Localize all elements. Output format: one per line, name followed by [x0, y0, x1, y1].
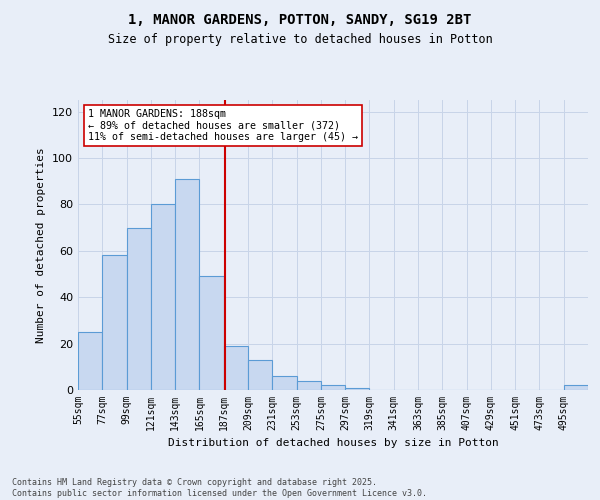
- Text: 1, MANOR GARDENS, POTTON, SANDY, SG19 2BT: 1, MANOR GARDENS, POTTON, SANDY, SG19 2B…: [128, 12, 472, 26]
- Text: 1 MANOR GARDENS: 188sqm
← 89% of detached houses are smaller (372)
11% of semi-d: 1 MANOR GARDENS: 188sqm ← 89% of detache…: [88, 108, 358, 142]
- Bar: [321, 386, 345, 390]
- Bar: [345, 388, 370, 390]
- X-axis label: Distribution of detached houses by size in Potton: Distribution of detached houses by size …: [167, 438, 499, 448]
- Text: Contains HM Land Registry data © Crown copyright and database right 2025.
Contai: Contains HM Land Registry data © Crown c…: [12, 478, 427, 498]
- Bar: [224, 346, 248, 390]
- Bar: [564, 386, 588, 390]
- Bar: [248, 360, 272, 390]
- Bar: [175, 179, 199, 390]
- Y-axis label: Number of detached properties: Number of detached properties: [37, 147, 46, 343]
- Text: Size of property relative to detached houses in Potton: Size of property relative to detached ho…: [107, 32, 493, 46]
- Bar: [78, 332, 102, 390]
- Bar: [296, 380, 321, 390]
- Bar: [151, 204, 175, 390]
- Bar: [272, 376, 296, 390]
- Bar: [199, 276, 224, 390]
- Bar: [127, 228, 151, 390]
- Bar: [102, 256, 127, 390]
